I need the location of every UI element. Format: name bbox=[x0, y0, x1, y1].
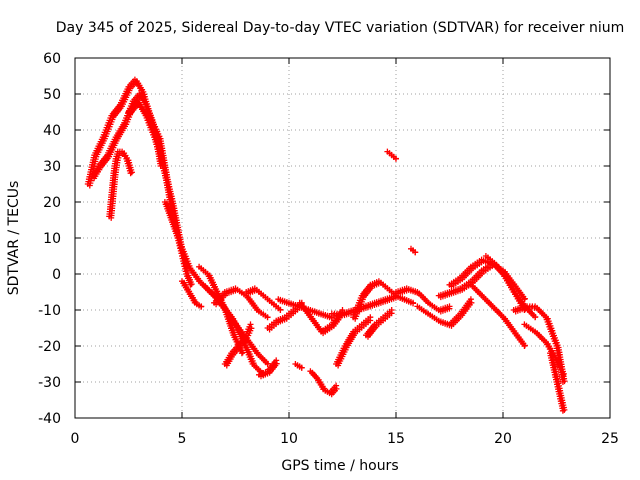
data-point-markers bbox=[384, 148, 399, 162]
series-arc-22 bbox=[384, 148, 399, 162]
x-tick-label: 15 bbox=[387, 431, 405, 447]
data-point-markers bbox=[296, 299, 346, 337]
data-point-markers bbox=[179, 278, 205, 310]
y-tick-label: -40 bbox=[38, 411, 61, 427]
data-point-markers bbox=[467, 281, 528, 349]
x-tick-label: 25 bbox=[601, 431, 619, 447]
y-tick-label: 50 bbox=[43, 87, 61, 103]
series-arc-10 bbox=[221, 321, 255, 369]
chart-title: Day 345 of 2025, Sidereal Day-to-day VTE… bbox=[56, 20, 625, 36]
axis-ticks bbox=[74, 57, 611, 419]
data-point-markers bbox=[333, 314, 374, 369]
series-arc-11 bbox=[243, 285, 284, 313]
series-arc-16 bbox=[296, 299, 346, 337]
series-arc-24 bbox=[408, 245, 419, 256]
series-arc-9 bbox=[211, 285, 271, 321]
y-tick-label: 20 bbox=[43, 195, 61, 211]
data-point-markers bbox=[547, 350, 568, 414]
y-tick-label: -10 bbox=[38, 303, 61, 319]
series-arc-15 bbox=[292, 361, 305, 371]
y-tick-label: -30 bbox=[38, 375, 61, 391]
series-arc-32 bbox=[547, 350, 568, 414]
data-point-markers bbox=[161, 199, 195, 288]
x-axis-label: GPS time / hours bbox=[281, 458, 398, 474]
x-tick-label: 10 bbox=[280, 431, 298, 447]
series-arc-5 bbox=[161, 199, 195, 288]
y-tick-label: 10 bbox=[43, 231, 61, 247]
data-point-markers bbox=[292, 361, 305, 371]
y-tick-label: 30 bbox=[43, 159, 61, 175]
data-point-markers bbox=[221, 321, 255, 369]
data-point-markers bbox=[211, 285, 271, 321]
series-arc-6 bbox=[179, 278, 205, 310]
y-axis-label: SDTVAR / TECUs bbox=[6, 181, 22, 296]
y-tick-label: 0 bbox=[52, 267, 61, 283]
x-tick-label: 20 bbox=[494, 431, 512, 447]
data-point-markers bbox=[363, 307, 395, 340]
data-point-markers bbox=[256, 357, 280, 380]
data-point-markers bbox=[106, 148, 135, 221]
y-tick-label: 60 bbox=[43, 51, 61, 67]
series-arc-3 bbox=[106, 148, 135, 221]
series-arc-23 bbox=[393, 285, 453, 315]
data-point-markers bbox=[408, 245, 419, 256]
data-point-markers bbox=[521, 321, 567, 378]
y-tick-label: -20 bbox=[38, 339, 61, 355]
series-arc-19 bbox=[333, 314, 374, 369]
y-tick-labels: -40 -30 -20 -10 0 10 20 30 40 50 60 bbox=[38, 51, 61, 427]
series-arc-21 bbox=[363, 307, 395, 340]
data-point-markers bbox=[393, 285, 453, 315]
data-point-markers bbox=[414, 296, 475, 329]
data-point-markers bbox=[350, 278, 417, 322]
y-tick-label: 40 bbox=[43, 123, 61, 139]
data-point-markers bbox=[243, 285, 284, 313]
x-tick-label: 0 bbox=[71, 431, 80, 447]
x-tick-labels: 0 5 10 15 20 25 bbox=[71, 431, 619, 447]
series-arc-17 bbox=[307, 368, 340, 398]
series-arc-12 bbox=[256, 357, 280, 380]
data-points bbox=[84, 76, 568, 414]
data-point-markers bbox=[307, 368, 340, 398]
series-arc-28 bbox=[467, 281, 528, 349]
series-arc-31 bbox=[521, 321, 567, 378]
series-arc-20 bbox=[350, 278, 417, 322]
x-tick-label: 5 bbox=[178, 431, 187, 447]
series-arc-25 bbox=[414, 296, 475, 329]
grid-lines bbox=[75, 58, 610, 418]
